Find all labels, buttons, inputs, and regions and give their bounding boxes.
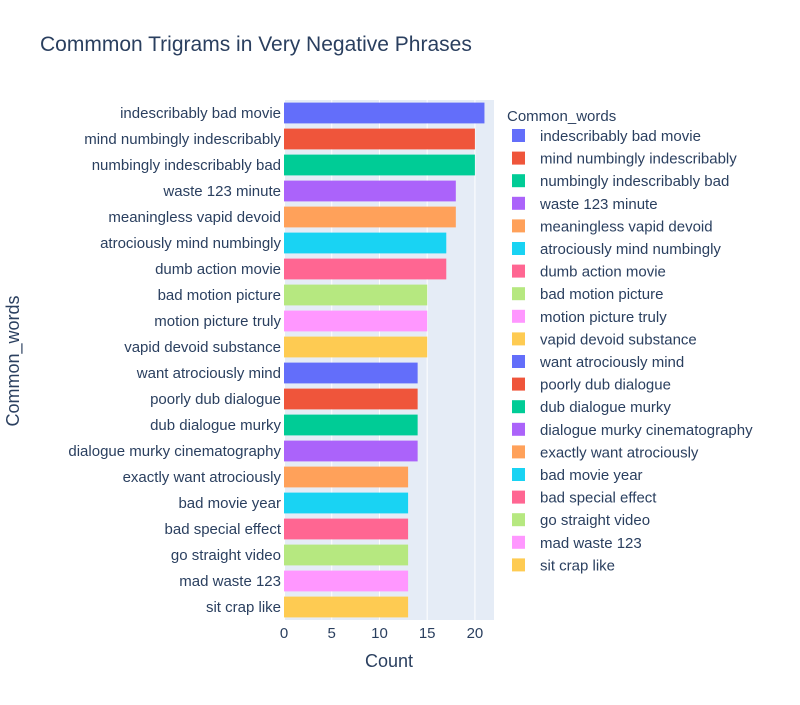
y-tick-label-10: vapid devoid substance	[124, 339, 281, 356]
y-tick-label-2: mind numbingly indescribably	[84, 131, 281, 148]
y-tick-label-11: want atrociously mind	[136, 365, 281, 382]
y-tick-label-19: mad waste 123	[179, 573, 281, 590]
legend-swatch-2	[512, 151, 525, 165]
y-tick-label-15: exactly want atrociously	[123, 469, 282, 486]
bar-7	[284, 258, 447, 280]
x-tick-label-4: 20	[467, 625, 484, 642]
legend-title: Common_words	[507, 108, 616, 125]
bar-14	[284, 440, 418, 462]
x-axis-title: Count	[365, 651, 413, 671]
legend-swatch-6	[512, 242, 525, 255]
bar-6	[284, 232, 447, 254]
legend-swatch-9	[512, 309, 525, 323]
x-axis-ticks: 0 5 10 15 20	[280, 625, 483, 642]
legend-label-9: motion picture truly	[540, 309, 667, 326]
legend-label-2: mind numbingly indescribably	[540, 151, 737, 168]
legend-label-13: dub dialogue murky	[540, 399, 671, 416]
y-tick-label-14: dialogue murky cinematography	[68, 443, 281, 460]
y-tick-label-9: motion picture truly	[154, 313, 281, 330]
x-tick-label-0: 0	[280, 625, 288, 642]
legend-label-3: numbingly indescribably bad	[540, 173, 729, 190]
bar-20	[284, 596, 409, 618]
bar-16	[284, 492, 409, 514]
legend-label-12: poorly dub dialogue	[540, 377, 671, 394]
bar-4	[284, 180, 456, 202]
y-tick-label-6: atrociously mind numbingly	[100, 235, 281, 252]
legend-swatch-8	[512, 287, 525, 301]
bar-3	[284, 154, 475, 176]
legend-swatch-16	[512, 468, 525, 481]
bar-18	[284, 544, 409, 566]
chart-title: Commmon Trigrams in Very Negative Phrase…	[40, 33, 472, 56]
y-tick-label-17: bad special effect	[165, 521, 282, 538]
legend-swatch-15	[512, 445, 525, 459]
legend-label-17: bad special effect	[540, 490, 657, 507]
legend-label-4: waste 123 minute	[539, 196, 658, 213]
y-tick-label-1: indescribably bad movie	[120, 105, 281, 122]
legend-swatch-3	[512, 174, 525, 188]
y-tick-label-20: sit crap like	[206, 599, 281, 616]
legend-swatch-1	[512, 129, 525, 142]
legend-label-1: indescribably bad movie	[540, 128, 701, 145]
legend-label-15: exactly want atrociously	[540, 444, 699, 461]
legend-swatch-20	[512, 558, 525, 572]
bar-5	[284, 206, 456, 228]
legend-label-10: vapid devoid substance	[540, 331, 697, 348]
bar-8	[284, 284, 428, 306]
bar-2	[284, 128, 475, 150]
legend-label-16: bad movie year	[540, 467, 643, 484]
y-tick-label-13: dub dialogue murky	[150, 417, 281, 434]
legend-swatch-19	[512, 535, 525, 549]
y-tick-label-5: meaningless vapid devoid	[108, 209, 281, 226]
legend-swatch-13	[512, 400, 525, 414]
legend-label-20: sit crap like	[540, 557, 615, 574]
x-tick-label-1: 5	[328, 625, 336, 642]
legend-swatch-10	[512, 332, 525, 346]
x-tick-label-2: 10	[371, 625, 388, 642]
legend-swatch-7	[512, 264, 525, 278]
y-tick-label-16: bad movie year	[178, 495, 281, 512]
legend-label-18: go straight video	[540, 512, 650, 529]
bar-9	[284, 310, 428, 332]
y-tick-label-8: bad motion picture	[158, 287, 281, 304]
x-tick-label-3: 15	[419, 625, 436, 642]
legend-swatch-5	[512, 219, 525, 233]
legend-swatch-4	[512, 196, 525, 210]
bar-17	[284, 518, 409, 540]
y-tick-label-4: waste 123 minute	[162, 183, 281, 200]
legend-label-5: meaningless vapid devoid	[540, 218, 713, 235]
legend-swatch-11	[512, 355, 525, 368]
legend-swatch-14	[512, 422, 525, 436]
bar-12	[284, 388, 418, 410]
plot-area	[284, 100, 494, 620]
bar-11	[284, 362, 418, 384]
y-tick-label-12: poorly dub dialogue	[150, 391, 281, 408]
legend-swatch-12	[512, 377, 525, 391]
legend-label-14: dialogue murky cinematography	[540, 422, 753, 439]
y-axis-title: Common_words	[3, 295, 24, 426]
bar-13	[284, 414, 418, 436]
legend-label-11: want atrociously mind	[539, 354, 684, 371]
bar-19	[284, 570, 409, 592]
legend-swatch-17	[512, 490, 525, 504]
legend: Common_words indescribably bad movie mind…	[507, 108, 753, 574]
y-tick-label-18: go straight video	[171, 547, 281, 564]
legend-label-19: mad waste 123	[540, 535, 642, 552]
bar-1	[284, 102, 485, 124]
legend-label-7: dumb action movie	[540, 264, 666, 281]
legend-label-8: bad motion picture	[540, 286, 663, 303]
y-tick-label-3: numbingly indescribably bad	[92, 157, 281, 174]
bar-15	[284, 466, 409, 488]
legend-label-6: atrociously mind numbingly	[540, 241, 721, 258]
y-axis-ticks: indescribably bad movie mind numbingly in…	[68, 105, 281, 616]
y-tick-label-7: dumb action movie	[155, 261, 281, 278]
legend-swatch-18	[512, 513, 525, 527]
bar-10	[284, 336, 428, 358]
bars	[284, 102, 485, 618]
